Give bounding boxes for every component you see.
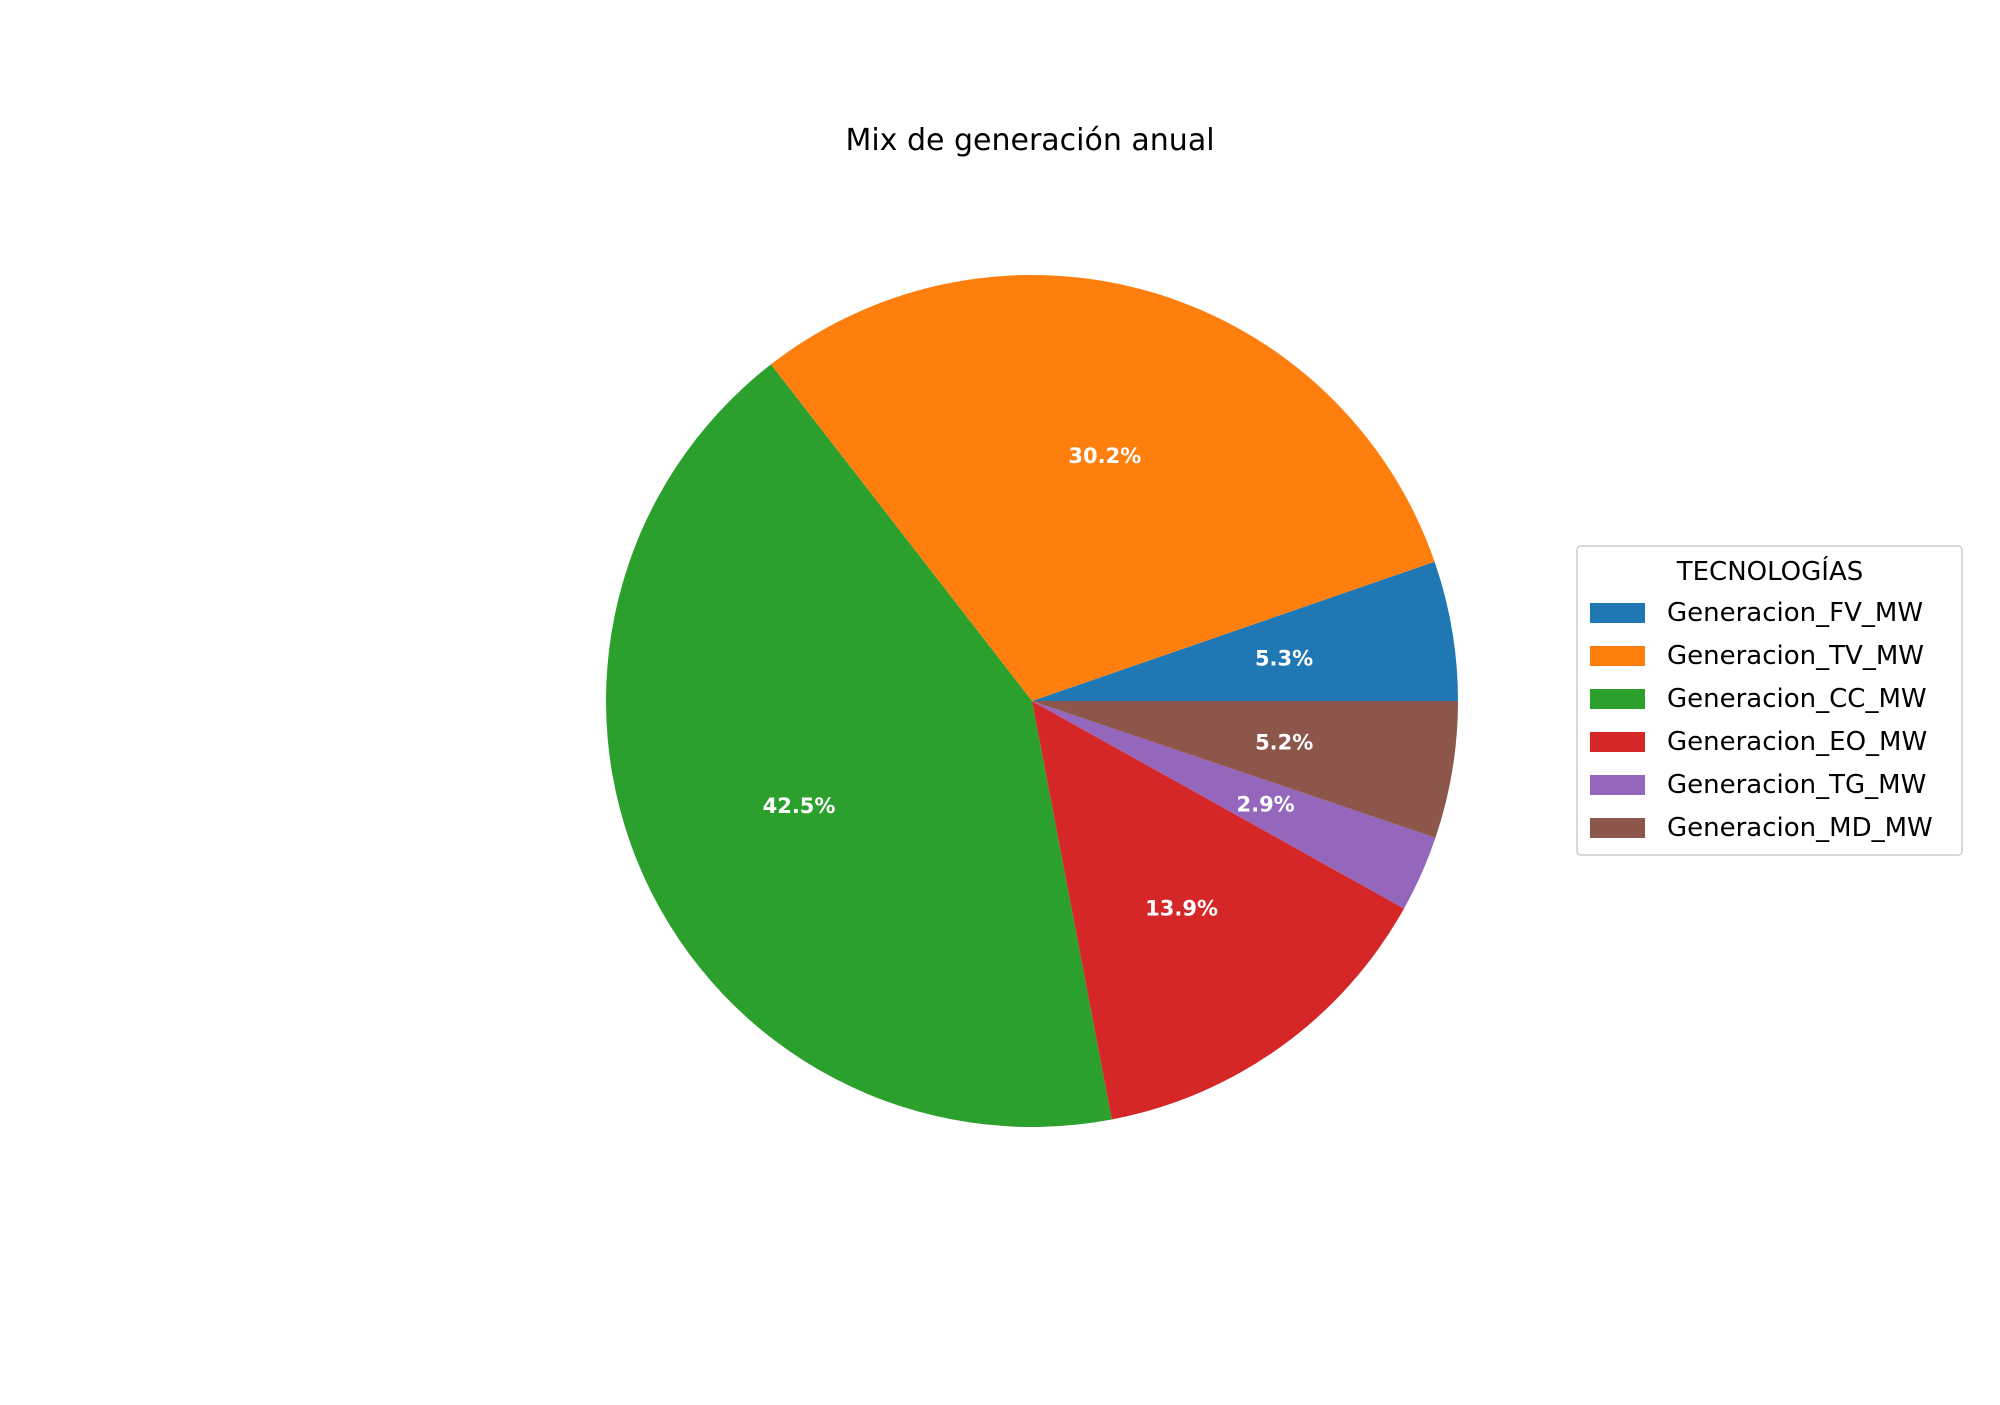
slice-percent-label: 2.9%	[1236, 793, 1294, 817]
legend: TECNOLOGÍAS Generacion_FV_MW Generacion_T…	[1576, 545, 1963, 856]
legend-title: TECNOLOGÍAS	[1676, 555, 1864, 587]
legend-swatch	[1590, 603, 1645, 623]
legend-label: Generacion_TV_MW	[1667, 641, 1924, 671]
slice-percent-label: 5.2%	[1255, 731, 1313, 755]
legend-swatch	[1590, 646, 1645, 666]
legend-label: Generacion_CC_MW	[1667, 684, 1927, 714]
legend-label: Generacion_TG_MW	[1667, 770, 1926, 800]
pie-slice-generacion-cc-mw	[606, 364, 1112, 1128]
pie-slice-generacion-fv-mw	[1032, 561, 1458, 701]
legend-items: Generacion_FV_MW Generacion_TV_MW Generaci…	[1590, 598, 1933, 843]
legend-label: Generacion_FV_MW	[1667, 598, 1923, 628]
pie-slice-generacion-tv-mw	[770, 274, 1435, 701]
pie-slice-generacion-eo-mw	[1032, 701, 1405, 1120]
slice-percent-label: 13.9%	[1145, 896, 1218, 920]
legend-swatch	[1590, 689, 1645, 709]
pie-slices	[606, 274, 1458, 1128]
legend-swatch	[1590, 732, 1645, 752]
legend-swatch	[1590, 818, 1645, 838]
legend-label: Generacion_EO_MW	[1667, 727, 1927, 757]
pie-slice-labels: 5.3% 30.2% 42.5% 13.9% 2.9% 5.2%	[763, 444, 1314, 920]
slice-percent-label: 5.3%	[1255, 647, 1313, 671]
pie-slice-generacion-tg-mw	[1032, 701, 1436, 909]
legend-swatch	[1590, 775, 1645, 795]
legend-frame	[1576, 545, 1963, 856]
pie-slice-generacion-md-mw	[1032, 701, 1458, 838]
chart-title: Mix de generación anual	[845, 123, 1214, 158]
legend-label: Generacion_MD_MW	[1667, 813, 1933, 843]
slice-percent-label: 42.5%	[763, 794, 836, 818]
slice-percent-label: 30.2%	[1068, 444, 1141, 468]
